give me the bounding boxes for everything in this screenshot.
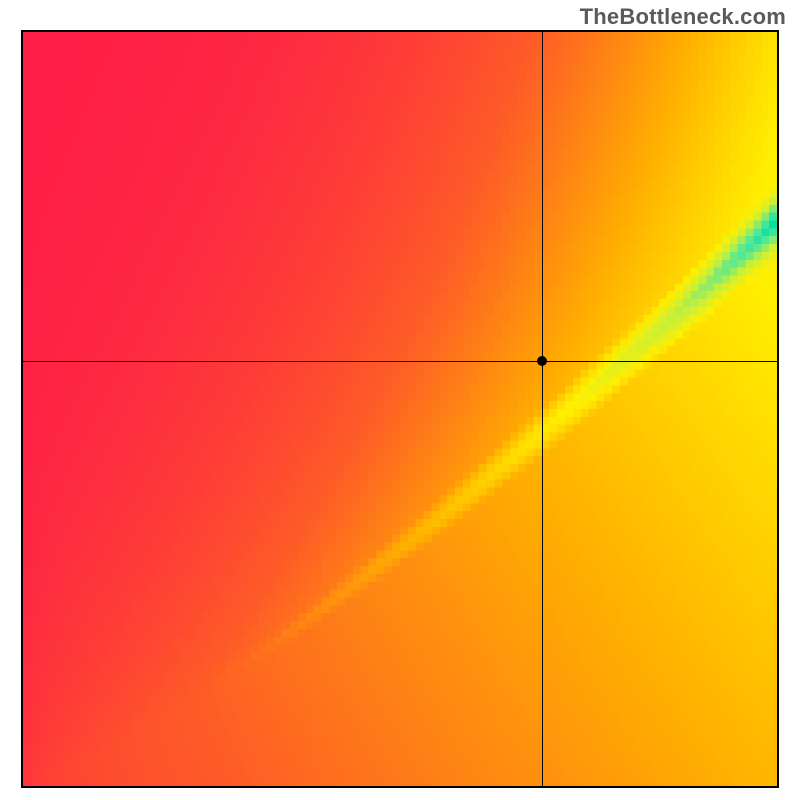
bottleneck-heatmap [23, 32, 777, 786]
attribution-text: TheBottleneck.com [580, 4, 786, 30]
plot-frame [21, 30, 779, 788]
crosshair-vertical [542, 32, 543, 786]
crosshair-marker [537, 356, 547, 366]
crosshair-horizontal [23, 361, 777, 362]
